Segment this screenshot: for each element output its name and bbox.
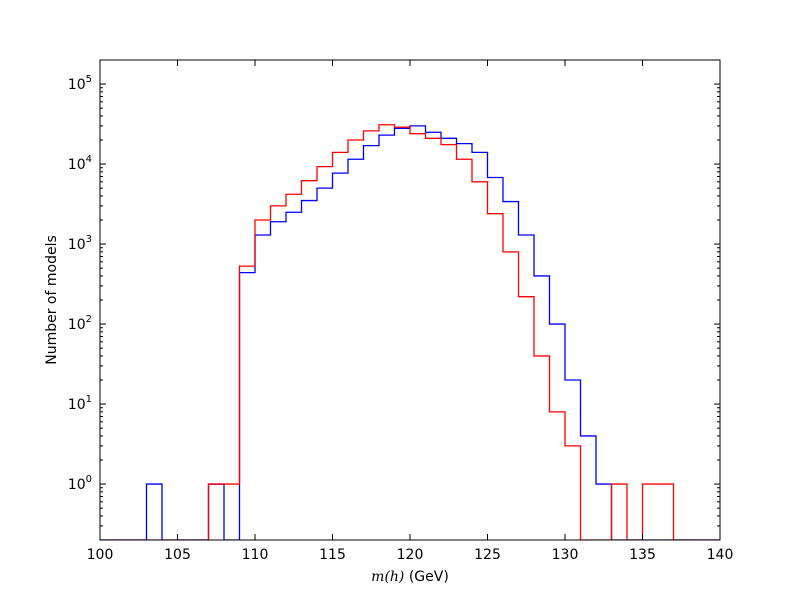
y-tick-label: 101 [68, 394, 92, 413]
x-tick-label: 120 [397, 547, 424, 563]
x-tick-label: 110 [242, 547, 269, 563]
y-tick-label: 105 [68, 74, 92, 93]
x-tick-label: 100 [87, 547, 114, 563]
x-tick-label: 105 [164, 547, 191, 563]
x-tick-label: 130 [552, 547, 579, 563]
x-axis-label-unit: (GeV) [404, 569, 448, 585]
y-tick-label: 103 [68, 234, 92, 253]
y-tick-label: 102 [68, 314, 92, 333]
x-axis-label: m(h) (GeV) [371, 569, 449, 585]
x-tick-label: 140 [707, 547, 734, 563]
histogram-series-0 [100, 125, 720, 540]
x-tick-label: 125 [474, 547, 501, 563]
x-tick-label: 135 [629, 547, 656, 563]
histogram-series-1 [100, 124, 720, 540]
y-tick-label: 100 [68, 474, 92, 493]
series-layer [100, 124, 720, 540]
y-tick-label: 104 [68, 154, 92, 173]
y-axis-label: Number of models [44, 235, 60, 365]
x-tick-label: 115 [319, 547, 346, 563]
x-axis-label-math: m(h) [371, 569, 404, 585]
tick-layer: 100 105 110 115 120 125 130 135 140 100 101 102 103 1… [68, 60, 734, 563]
